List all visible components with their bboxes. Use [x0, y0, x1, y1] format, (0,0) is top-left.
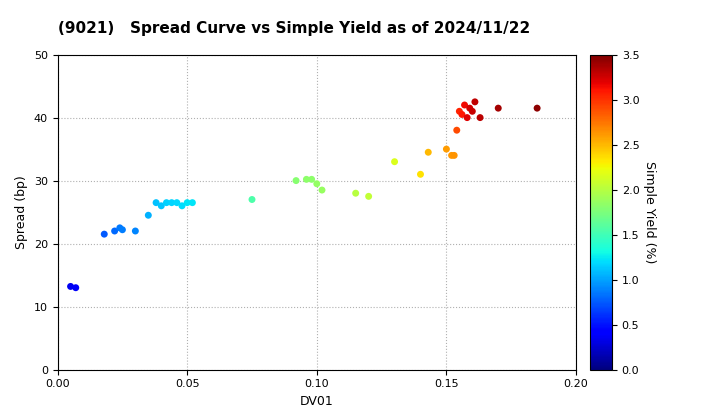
Point — [246, 196, 258, 203]
Text: (9021)   Spread Curve vs Simple Yield as of 2024/11/22: (9021) Spread Curve vs Simple Yield as o… — [58, 21, 530, 36]
Point — [171, 199, 183, 206]
Point — [469, 98, 481, 105]
Point — [459, 102, 470, 108]
Point — [462, 114, 473, 121]
Point — [186, 199, 198, 206]
Point — [130, 228, 141, 234]
Point — [290, 177, 302, 184]
Point — [161, 199, 172, 206]
Point — [441, 146, 452, 152]
Point — [389, 158, 400, 165]
Point — [176, 202, 188, 209]
Y-axis label: Simple Yield (%): Simple Yield (%) — [643, 161, 656, 263]
Point — [363, 193, 374, 199]
Point — [492, 105, 504, 112]
Point — [181, 199, 193, 206]
Point — [474, 114, 486, 121]
Point — [316, 186, 328, 193]
Point — [143, 212, 154, 218]
Point — [150, 199, 162, 206]
Point — [306, 176, 318, 183]
Point — [166, 199, 177, 206]
Point — [423, 149, 434, 155]
Y-axis label: Spread (bp): Spread (bp) — [15, 175, 28, 249]
Point — [114, 224, 125, 231]
Point — [464, 105, 475, 112]
Point — [451, 127, 462, 134]
Point — [454, 108, 465, 115]
Point — [156, 202, 167, 209]
Point — [311, 181, 323, 187]
Point — [350, 190, 361, 197]
Point — [117, 226, 128, 233]
Point — [531, 105, 543, 112]
Point — [99, 231, 110, 238]
Point — [456, 111, 468, 118]
Point — [301, 176, 312, 183]
Point — [467, 108, 478, 115]
Point — [65, 283, 76, 290]
Point — [415, 171, 426, 178]
Point — [446, 152, 457, 159]
Point — [449, 152, 460, 159]
Point — [70, 284, 81, 291]
X-axis label: DV01: DV01 — [300, 395, 333, 408]
Point — [109, 228, 120, 234]
